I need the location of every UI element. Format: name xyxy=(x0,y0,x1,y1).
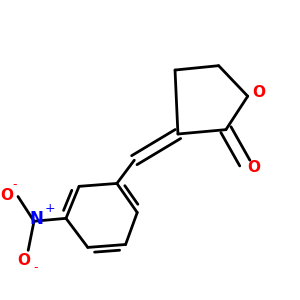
Text: +: + xyxy=(45,202,55,215)
Text: O: O xyxy=(252,85,265,100)
Text: -: - xyxy=(33,261,38,274)
Text: O: O xyxy=(248,160,261,175)
Text: -: - xyxy=(13,178,17,191)
Text: O: O xyxy=(17,253,30,268)
Text: O: O xyxy=(1,188,13,202)
Text: N: N xyxy=(29,210,43,228)
